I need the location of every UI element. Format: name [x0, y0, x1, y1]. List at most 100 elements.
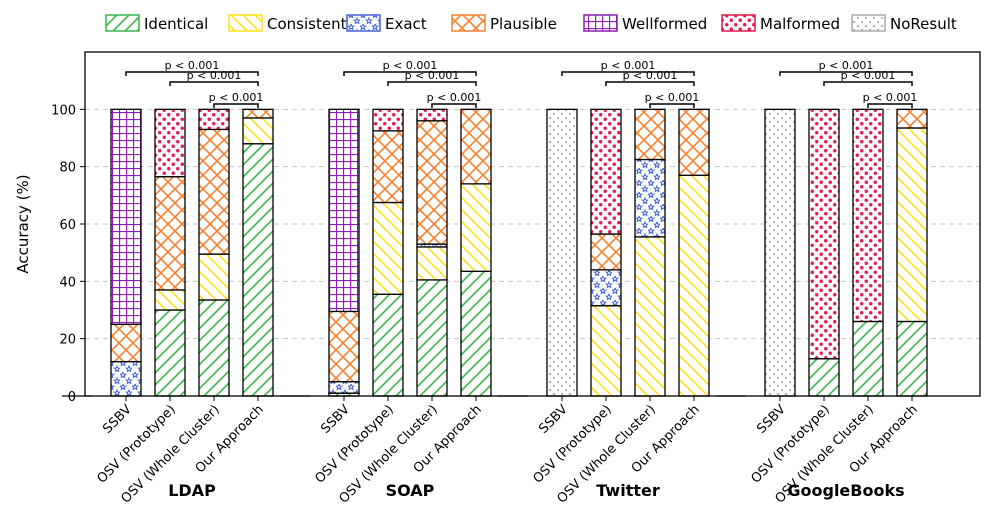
- bar-segment-identical: [896, 320, 928, 397]
- legend-item-identical: Identical: [105, 14, 208, 33]
- bar-ldap-2: [198, 108, 230, 397]
- bar-segment-plausible: [460, 108, 492, 185]
- bar-ldap-0: [110, 108, 142, 397]
- legend: Identical Consistent Exact Plausible Wellfor…: [105, 14, 957, 33]
- legend-label-plausible: Plausible: [490, 15, 557, 33]
- bar-segment-noresult: [764, 108, 796, 397]
- significance-bracket: p < 0.001: [863, 91, 918, 108]
- bar-segment-exact: [590, 269, 622, 307]
- bar-segment-consistent: [896, 127, 928, 323]
- group-soap: [280, 108, 492, 397]
- legend-swatch-exact: [346, 14, 381, 32]
- bar-segment-identical: [808, 358, 840, 397]
- legend-swatch-wellformed: [583, 14, 618, 32]
- y-tick-label: 0: [68, 390, 76, 405]
- bracket-line: [823, 81, 913, 86]
- p-value-label: p < 0.001: [383, 59, 438, 72]
- p-value-label: p < 0.001: [819, 59, 874, 72]
- legend-label-malformed: Malformed: [760, 15, 840, 33]
- bar-segment-identical: [460, 270, 492, 397]
- bar-twitter-3: [678, 108, 710, 397]
- bar-segment-consistent: [242, 117, 274, 145]
- bar-segment-plausible: [242, 108, 274, 119]
- bracket-line: [779, 71, 913, 76]
- x-tick-label: OSV (Prototype): [94, 402, 178, 486]
- bar-soap-0: [328, 108, 360, 397]
- p-value-label: p < 0.001: [187, 69, 242, 82]
- legend-label-exact: Exact: [385, 15, 427, 33]
- x-tick-label: OSV (Prototype): [530, 402, 614, 486]
- bar-segment-plausible: [372, 130, 404, 204]
- p-value-label: p < 0.001: [601, 59, 656, 72]
- bar-soap-2: [416, 108, 448, 397]
- bar-segment-noresult: [546, 108, 578, 397]
- bar-segment-consistent: [154, 289, 186, 311]
- significance-bracket: p < 0.001: [645, 91, 700, 108]
- bar-segment-plausible: [328, 310, 360, 383]
- bar-segment-consistent: [590, 305, 622, 397]
- significance-bracket: p < 0.001: [427, 91, 481, 108]
- bar-ldap-1: [154, 108, 186, 397]
- bar-segment-identical: [242, 143, 274, 397]
- significance-bracket: p < 0.001: [209, 91, 263, 108]
- bar-segment-identical: [372, 293, 404, 397]
- bar-segment-identical: [416, 279, 448, 397]
- significance-bracket: p < 0.001: [387, 69, 477, 86]
- p-value-label: p < 0.001: [645, 91, 700, 104]
- bar-ldap-3: [242, 108, 274, 397]
- bar-segment-consistent: [678, 174, 710, 397]
- legend-swatch-malformed: [721, 14, 756, 32]
- p-value-label: p < 0.001: [863, 91, 918, 104]
- bar-segment-consistent: [198, 253, 230, 301]
- legend-item-wellformed: Wellformed: [583, 14, 707, 33]
- bar-googlebooks-3: [896, 108, 928, 397]
- bracket-line: [431, 103, 477, 108]
- bar-segment-wellformed: [328, 108, 360, 313]
- bar-segment-consistent: [634, 236, 666, 397]
- bracket-line: [387, 81, 477, 86]
- group-ldap: [62, 108, 274, 397]
- bar-googlebooks-2: [852, 108, 884, 397]
- x-tick-label: OSV (Prototype): [312, 402, 396, 486]
- legend-item-exact: Exact: [346, 14, 427, 33]
- legend-label-wellformed: Wellformed: [622, 15, 707, 33]
- bar-googlebooks-0: [764, 108, 796, 397]
- group-googlebooks: [716, 108, 928, 397]
- bar-soap-3: [460, 108, 492, 397]
- bracket-line: [649, 103, 695, 108]
- bar-segment-malformed: [808, 108, 840, 360]
- bracket-line: [343, 71, 477, 76]
- bar-segment-consistent: [416, 246, 448, 281]
- group-label-twitter: Twitter: [596, 481, 660, 500]
- legend-item-noresult: NoResult: [851, 14, 957, 33]
- bar-segment-exact: [110, 360, 142, 397]
- bar-segment-malformed: [590, 108, 622, 235]
- x-tick-label: SSBV: [536, 402, 571, 437]
- y-tick-label: 40: [59, 275, 76, 290]
- bar-segment-plausible: [416, 120, 448, 245]
- legend-swatch-noresult: [851, 14, 886, 32]
- bar-segment-consistent: [460, 183, 492, 272]
- legend-swatch-plausible: [451, 14, 486, 32]
- significance-bracket: p < 0.001: [169, 69, 259, 86]
- y-tick-label: 60: [59, 218, 76, 233]
- bar-segment-malformed: [416, 108, 448, 122]
- axes: 0 20 40 60 80 100 Accuracy (%): [14, 51, 981, 405]
- y-axis-label: Accuracy (%): [14, 174, 32, 273]
- bars: [62, 108, 928, 397]
- bar-twitter-1: [590, 108, 622, 397]
- bar-segment-identical: [154, 309, 186, 397]
- p-value-label: p < 0.001: [165, 59, 220, 72]
- bar-segment-exact: [634, 158, 666, 238]
- p-value-label: p < 0.001: [623, 69, 678, 82]
- p-value-label: p < 0.001: [841, 69, 896, 82]
- group-label-ldap: LDAP: [168, 481, 216, 500]
- bar-segment-plausible: [896, 108, 928, 129]
- legend-item-consistent: Consistent: [228, 14, 347, 33]
- bar-segment-plausible: [154, 176, 186, 291]
- legend-label-noresult: NoResult: [890, 15, 957, 33]
- p-value-label: p < 0.001: [405, 69, 460, 82]
- bar-segment-plausible: [634, 108, 666, 161]
